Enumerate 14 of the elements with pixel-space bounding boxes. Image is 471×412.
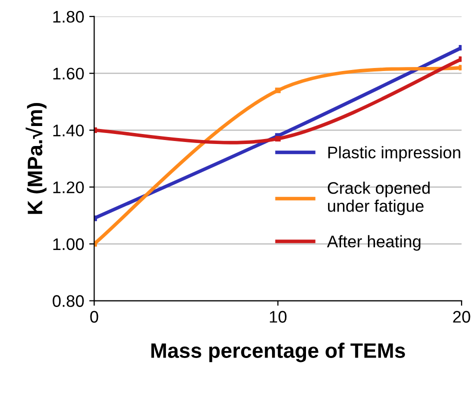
y-tick-label: 1.20 <box>53 181 84 194</box>
x-tick-label: 10 <box>270 310 287 323</box>
x-tick-label: 20 <box>453 310 470 323</box>
y-tick-label: 1.80 <box>53 10 84 23</box>
y-tick-label: 1.60 <box>53 68 84 80</box>
y-axis-title: K (MPa.√m) <box>26 103 46 214</box>
y-tick-label: 1.40 <box>53 124 84 136</box>
x-tick-label: 0 <box>90 310 98 323</box>
legend-label: After heating <box>327 235 420 251</box>
y-tick-label: 1.00 <box>53 238 84 250</box>
x-axis-title: Mass percentage of TEMs <box>151 342 405 362</box>
y-tick-label: 0.80 <box>52 295 84 307</box>
legend-label: Crack opened under fatigue <box>328 182 430 216</box>
legend-label: Plastic impression <box>328 146 460 162</box>
